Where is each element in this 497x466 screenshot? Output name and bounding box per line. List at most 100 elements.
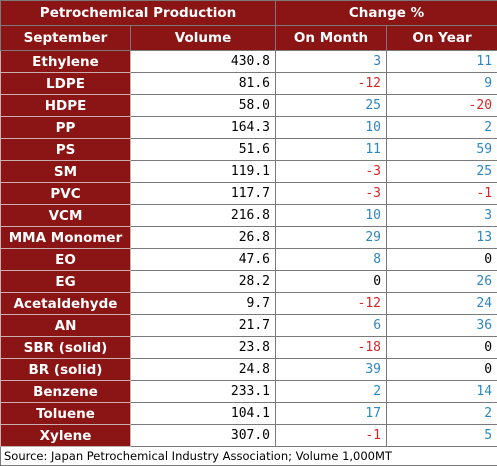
on-year-change-cell: 26: [387, 271, 497, 293]
volume-cell: 9.7: [131, 293, 276, 315]
volume-cell: 21.7: [131, 315, 276, 337]
on-year-change-cell: 13: [387, 227, 497, 249]
product-name-cell: SBR (solid): [1, 337, 131, 359]
on-year-change-cell: 14: [387, 381, 497, 403]
column-header-on-year: On Year: [387, 26, 497, 51]
volume-cell: 58.0: [131, 95, 276, 117]
volume-cell: 47.6: [131, 249, 276, 271]
volume-cell: 164.3: [131, 117, 276, 139]
on-month-change-cell: -3: [276, 183, 387, 205]
on-month-change-cell: -12: [276, 293, 387, 315]
on-year-change-cell: 3: [387, 205, 497, 227]
volume-cell: 307.0: [131, 425, 276, 447]
volume-cell: 233.1: [131, 381, 276, 403]
on-month-change-cell: 10: [276, 205, 387, 227]
on-month-change-cell: 6: [276, 315, 387, 337]
on-month-change-cell: 2: [276, 381, 387, 403]
on-year-change-cell: 0: [387, 359, 497, 381]
on-year-change-cell: 0: [387, 337, 497, 359]
source-row: Source: Japan Petrochemical Industry Ass…: [1, 447, 497, 466]
product-name-cell: EG: [1, 271, 131, 293]
on-year-change-cell: -1: [387, 183, 497, 205]
product-name-cell: PVC: [1, 183, 131, 205]
product-name-cell: PP: [1, 117, 131, 139]
on-month-change-cell: 8: [276, 249, 387, 271]
on-month-change-cell: 29: [276, 227, 387, 249]
on-month-change-cell: 17: [276, 403, 387, 425]
on-month-change-cell: -12: [276, 73, 387, 95]
product-name-cell: BR (solid): [1, 359, 131, 381]
product-name-cell: Ethylene: [1, 51, 131, 73]
on-year-change-cell: 5: [387, 425, 497, 447]
product-name-cell: HDPE: [1, 95, 131, 117]
header-row-titles: Petrochemical Production Change %: [1, 1, 497, 26]
on-year-change-cell: 25: [387, 161, 497, 183]
volume-cell: 81.6: [131, 73, 276, 95]
on-month-change-cell: 11: [276, 139, 387, 161]
on-year-change-cell: 2: [387, 403, 497, 425]
on-month-change-cell: 25: [276, 95, 387, 117]
on-month-change-cell: -3: [276, 161, 387, 183]
column-header-volume: Volume: [131, 26, 276, 51]
production-table-panel: Petrochemical Production Change % Septem…: [0, 0, 497, 451]
product-name-cell: AN: [1, 315, 131, 337]
product-name-cell: Acetaldehyde: [1, 293, 131, 315]
on-month-change-cell: 3: [276, 51, 387, 73]
column-header-on-month: On Month: [276, 26, 387, 51]
volume-cell: 119.1: [131, 161, 276, 183]
change-title: Change %: [276, 1, 497, 26]
header-row-columns: September Volume On Month On Year: [1, 26, 497, 51]
volume-cell: 26.8: [131, 227, 276, 249]
volume-cell: 24.8: [131, 359, 276, 381]
volume-cell: 28.2: [131, 271, 276, 293]
product-name-cell: Benzene: [1, 381, 131, 403]
volume-cell: 104.1: [131, 403, 276, 425]
product-name-cell: VCM: [1, 205, 131, 227]
on-year-change-cell: 36: [387, 315, 497, 337]
product-name-cell: MMA Monomer: [1, 227, 131, 249]
column-header-month: September: [1, 26, 131, 51]
on-year-change-cell: 11: [387, 51, 497, 73]
product-name-cell: PS: [1, 139, 131, 161]
product-name-cell: EO: [1, 249, 131, 271]
product-name-cell: Toluene: [1, 403, 131, 425]
on-month-change-cell: -18: [276, 337, 387, 359]
volume-cell: 216.8: [131, 205, 276, 227]
on-year-change-cell: 59: [387, 139, 497, 161]
on-month-change-cell: -1: [276, 425, 387, 447]
on-year-change-cell: 9: [387, 73, 497, 95]
product-name-cell: LDPE: [1, 73, 131, 95]
on-year-change-cell: 24: [387, 293, 497, 315]
volume-cell: 117.7: [131, 183, 276, 205]
product-name-cell: SM: [1, 161, 131, 183]
on-month-change-cell: 39: [276, 359, 387, 381]
volume-cell: 430.8: [131, 51, 276, 73]
on-month-change-cell: 0: [276, 271, 387, 293]
table-title: Petrochemical Production: [1, 1, 276, 26]
on-year-change-cell: 0: [387, 249, 497, 271]
on-month-change-cell: 10: [276, 117, 387, 139]
source-note: Source: Japan Petrochemical Industry Ass…: [1, 447, 497, 466]
on-year-change-cell: 2: [387, 117, 497, 139]
on-year-change-cell: -20: [387, 95, 497, 117]
product-name-cell: Xylene: [1, 425, 131, 447]
volume-cell: 23.8: [131, 337, 276, 359]
